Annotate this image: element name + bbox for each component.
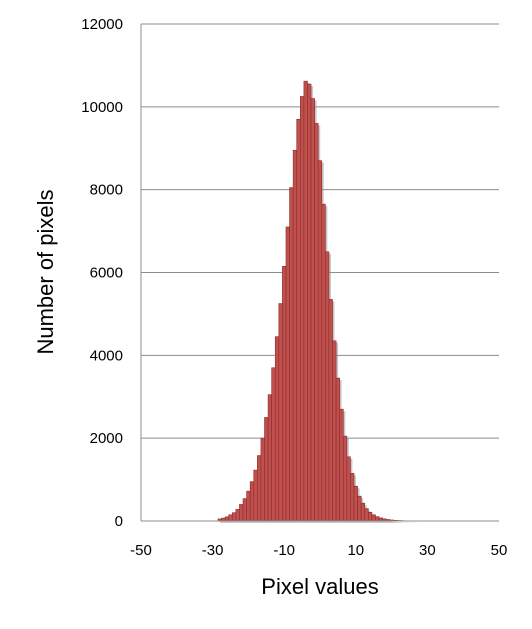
histogram-bar: [282, 265, 287, 522]
histogram-bar: [339, 408, 344, 522]
bar-shadow: [391, 521, 396, 523]
axes: [140, 24, 499, 522]
y-tick-label: 8000: [90, 182, 123, 199]
histogram-bar: [224, 516, 230, 522]
histogram-bar: [346, 456, 351, 522]
histogram-bar: [310, 98, 315, 522]
histogram-bar: [239, 504, 244, 522]
y-axis-title: Number of pixels: [33, 189, 58, 354]
histogram-bar: [360, 502, 366, 522]
histogram-bar: [350, 473, 355, 522]
histogram-bar: [368, 512, 373, 522]
histogram-bar: [303, 80, 308, 522]
histogram-bar: [342, 435, 348, 522]
histogram-bar: [271, 367, 276, 522]
histogram-bar: [314, 123, 319, 522]
histogram-bar: [300, 96, 305, 522]
histogram-bar: [246, 490, 251, 522]
histogram-bar: [235, 509, 240, 522]
histogram-bar: [242, 498, 247, 522]
histogram-bar: [253, 469, 258, 522]
histogram-bar: [249, 481, 255, 522]
y-tick-label: 0: [115, 513, 123, 530]
y-tick-label: 6000: [90, 265, 123, 282]
histogram-bar: [264, 417, 269, 522]
x-tick-label: 10: [347, 542, 364, 559]
histogram-bar: [307, 83, 312, 522]
histogram-bar: [357, 495, 362, 522]
histogram-bar: [321, 203, 326, 522]
x-tick-label: -50: [130, 542, 152, 559]
histogram-bar: [371, 514, 376, 522]
x-tick-label: -10: [273, 542, 295, 559]
histogram-bar: [353, 485, 358, 522]
y-tick-label: 2000: [90, 430, 123, 447]
x-tick-labels: -50 -30 -10 10 30 50: [130, 542, 507, 559]
y-tick-labels: 0 2000 4000 6000 8000 10000 12000: [81, 16, 123, 530]
bar-shadow: [219, 520, 224, 523]
x-tick-label: 30: [419, 542, 436, 559]
histogram-bar: [274, 336, 280, 522]
histogram-bar: [257, 455, 262, 522]
histogram-bar: [285, 226, 290, 522]
y-tick-label: 12000: [81, 16, 123, 33]
histogram-bar: [228, 514, 233, 522]
bar-shadow: [388, 521, 392, 523]
x-axis-title: Pixel values: [261, 574, 378, 599]
histogram-bar: [332, 340, 337, 522]
histogram-bar: [375, 516, 380, 522]
histogram-bar: [278, 303, 283, 522]
bar-shadow: [223, 520, 228, 523]
histogram-bar: [325, 251, 330, 522]
histogram-bar: [289, 187, 294, 522]
y-tick-label: 10000: [81, 99, 123, 116]
x-tick-label: 50: [491, 542, 508, 559]
histogram-bar: [364, 508, 369, 522]
histogram-bar: [335, 377, 340, 522]
histogram-bars: [217, 80, 419, 522]
histogram-bar: [267, 394, 272, 522]
histogram-bar: [317, 160, 323, 522]
x-tick-label: -30: [202, 542, 224, 559]
histogram-bar: [292, 150, 298, 522]
histogram-bar: [296, 118, 301, 522]
histogram-bar: [260, 437, 265, 522]
bar-shadow: [384, 520, 389, 523]
histogram-bar: [231, 512, 237, 522]
histogram-bar: [328, 299, 333, 522]
y-tick-label: 4000: [90, 347, 123, 364]
bar-shadow: [395, 522, 399, 523]
